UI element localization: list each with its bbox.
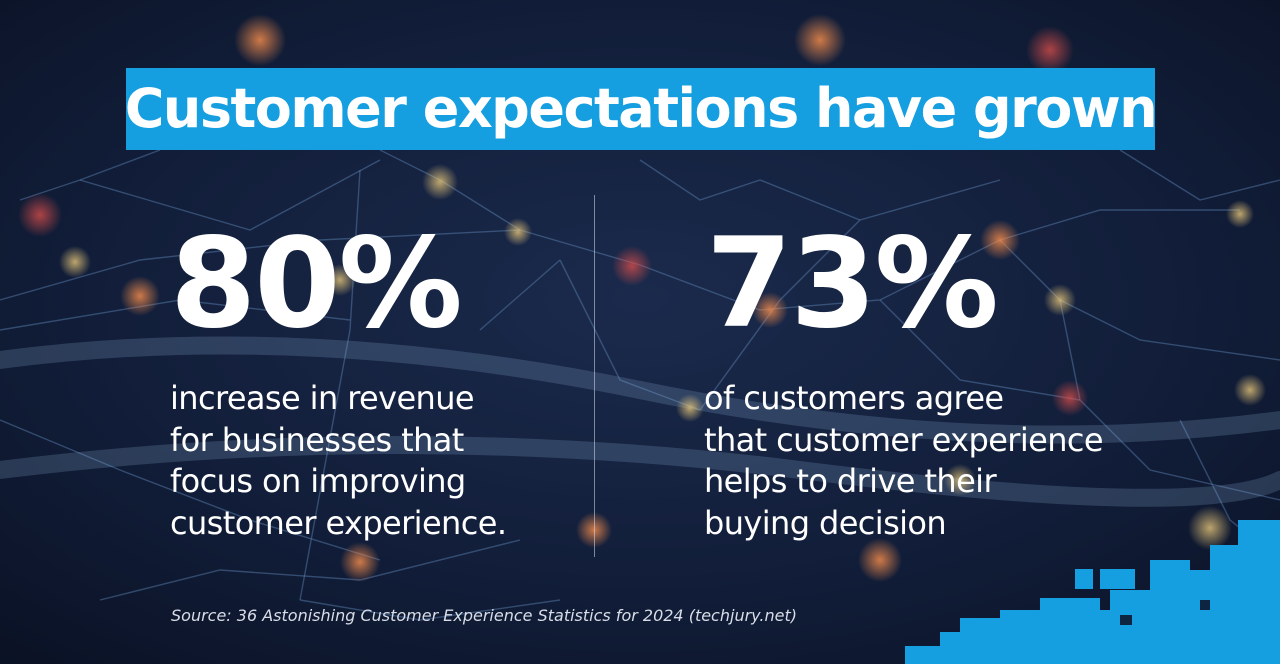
stat-description-line: customer experience. xyxy=(170,503,507,542)
stat-value-revenue: 80% xyxy=(170,212,463,356)
title-banner: Customer expectations have grown xyxy=(124,68,1158,150)
stat-description-line: increase in revenue xyxy=(170,379,475,417)
stat-description-line: of customers agree xyxy=(704,379,1004,417)
stat-description-line: buying decision xyxy=(704,503,947,542)
column-divider xyxy=(594,195,595,557)
stat-description-line: helps to drive their xyxy=(704,462,997,500)
stat-description-line: that customer experience xyxy=(704,420,1104,459)
stat-value-customers: 73% xyxy=(706,212,999,356)
stat-description-customers: of customers agree that customer experie… xyxy=(704,378,1104,544)
page-title: Customer expectations have grown xyxy=(124,77,1158,140)
stat-description-revenue: increase in revenue for businesses that … xyxy=(170,378,507,544)
stat-description-line: focus on improving xyxy=(170,462,466,500)
source-citation: Source: 36 Astonishing Customer Experien… xyxy=(171,606,797,625)
stat-description-line: for businesses that xyxy=(170,420,464,459)
